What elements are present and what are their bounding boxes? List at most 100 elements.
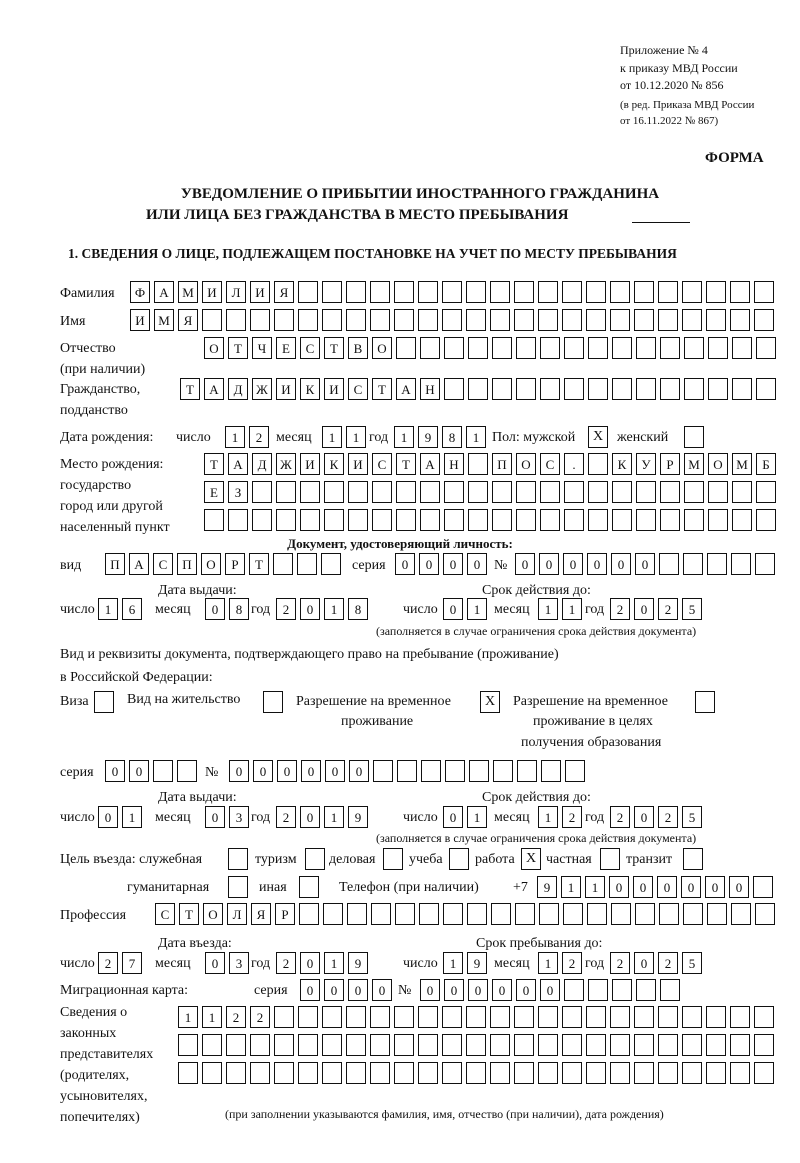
char-cell[interactable]: Т bbox=[204, 453, 224, 475]
char-cell[interactable]: П bbox=[105, 553, 125, 575]
char-cell[interactable] bbox=[514, 281, 534, 303]
char-cell[interactable] bbox=[226, 1062, 246, 1084]
purpose-official-checkbox[interactable] bbox=[228, 848, 248, 870]
char-cell[interactable] bbox=[274, 309, 294, 331]
char-cell[interactable] bbox=[373, 760, 393, 782]
char-cell[interactable] bbox=[346, 281, 366, 303]
purpose-private-checkbox[interactable] bbox=[600, 848, 620, 870]
char-cell[interactable] bbox=[396, 337, 416, 359]
char-cell[interactable] bbox=[468, 453, 488, 475]
char-cell[interactable] bbox=[586, 281, 606, 303]
char-cell[interactable] bbox=[540, 378, 560, 400]
char-cell[interactable] bbox=[490, 1034, 510, 1056]
char-cell[interactable] bbox=[612, 509, 632, 531]
char-cell[interactable] bbox=[204, 509, 224, 531]
char-cell[interactable]: 1 bbox=[467, 598, 487, 620]
char-cell[interactable] bbox=[442, 1062, 462, 1084]
char-cell[interactable]: 0 bbox=[516, 979, 536, 1001]
char-cell[interactable]: 0 bbox=[563, 553, 583, 575]
char-cell[interactable] bbox=[732, 378, 752, 400]
char-cell[interactable]: 0 bbox=[515, 553, 535, 575]
char-cell[interactable] bbox=[178, 1034, 198, 1056]
char-cell[interactable]: 2 bbox=[276, 598, 296, 620]
char-cell[interactable]: 1 bbox=[324, 952, 344, 974]
char-cell[interactable]: С bbox=[300, 337, 320, 359]
char-cell[interactable] bbox=[490, 309, 510, 331]
char-cell[interactable] bbox=[588, 509, 608, 531]
temp-residence-checkbox[interactable]: X bbox=[480, 691, 500, 713]
char-cell[interactable]: 2 bbox=[610, 952, 630, 974]
char-cell[interactable]: 9 bbox=[418, 426, 438, 448]
char-cell[interactable] bbox=[706, 1006, 726, 1028]
char-cell[interactable] bbox=[298, 1062, 318, 1084]
char-cell[interactable] bbox=[588, 337, 608, 359]
char-cell[interactable] bbox=[730, 281, 750, 303]
char-cell[interactable] bbox=[273, 553, 293, 575]
char-cell[interactable] bbox=[397, 760, 417, 782]
char-cell[interactable] bbox=[587, 903, 607, 925]
char-cell[interactable]: С bbox=[348, 378, 368, 400]
char-cell[interactable]: 1 bbox=[562, 598, 582, 620]
char-cell[interactable] bbox=[660, 509, 680, 531]
char-cell[interactable] bbox=[468, 378, 488, 400]
char-cell[interactable] bbox=[250, 1062, 270, 1084]
char-cell[interactable] bbox=[300, 509, 320, 531]
char-cell[interactable] bbox=[706, 281, 726, 303]
char-cell[interactable] bbox=[324, 509, 344, 531]
sex-male-checkbox[interactable]: X bbox=[588, 426, 608, 448]
char-cell[interactable] bbox=[394, 309, 414, 331]
char-cell[interactable] bbox=[684, 481, 704, 503]
char-cell[interactable] bbox=[634, 281, 654, 303]
char-cell[interactable]: 2 bbox=[562, 806, 582, 828]
char-cell[interactable] bbox=[228, 509, 248, 531]
char-cell[interactable]: И bbox=[250, 281, 270, 303]
char-cell[interactable]: 0 bbox=[635, 553, 655, 575]
char-cell[interactable]: 2 bbox=[610, 806, 630, 828]
char-cell[interactable]: 2 bbox=[98, 952, 118, 974]
char-cell[interactable]: К bbox=[612, 453, 632, 475]
char-cell[interactable] bbox=[250, 1034, 270, 1056]
char-cell[interactable] bbox=[370, 1034, 390, 1056]
birth-place-line-3[interactable] bbox=[204, 509, 776, 531]
char-cell[interactable] bbox=[202, 1062, 222, 1084]
char-cell[interactable] bbox=[707, 903, 727, 925]
char-cell[interactable]: 1 bbox=[561, 876, 581, 898]
char-cell[interactable] bbox=[564, 979, 584, 1001]
char-cell[interactable]: 0 bbox=[443, 806, 463, 828]
char-cell[interactable] bbox=[298, 309, 318, 331]
char-cell[interactable]: 0 bbox=[300, 806, 320, 828]
char-cell[interactable] bbox=[299, 903, 319, 925]
rep-line-2[interactable] bbox=[178, 1034, 774, 1056]
char-cell[interactable] bbox=[636, 481, 656, 503]
char-cell[interactable] bbox=[445, 760, 465, 782]
char-cell[interactable] bbox=[610, 1034, 630, 1056]
char-cell[interactable]: Ч bbox=[252, 337, 272, 359]
char-cell[interactable] bbox=[322, 309, 342, 331]
char-cell[interactable]: 0 bbox=[301, 760, 321, 782]
char-cell[interactable] bbox=[708, 378, 728, 400]
char-cell[interactable]: Е bbox=[204, 481, 224, 503]
char-cell[interactable] bbox=[564, 378, 584, 400]
char-cell[interactable] bbox=[706, 309, 726, 331]
char-cell[interactable] bbox=[612, 378, 632, 400]
char-cell[interactable] bbox=[514, 1034, 534, 1056]
char-cell[interactable] bbox=[442, 281, 462, 303]
char-cell[interactable]: 0 bbox=[205, 598, 225, 620]
char-cell[interactable] bbox=[756, 337, 776, 359]
char-cell[interactable] bbox=[468, 509, 488, 531]
char-cell[interactable]: 3 bbox=[229, 806, 249, 828]
char-cell[interactable] bbox=[586, 1062, 606, 1084]
char-cell[interactable] bbox=[562, 309, 582, 331]
char-cell[interactable] bbox=[394, 281, 414, 303]
char-cell[interactable]: А bbox=[129, 553, 149, 575]
char-cell[interactable]: Р bbox=[660, 453, 680, 475]
